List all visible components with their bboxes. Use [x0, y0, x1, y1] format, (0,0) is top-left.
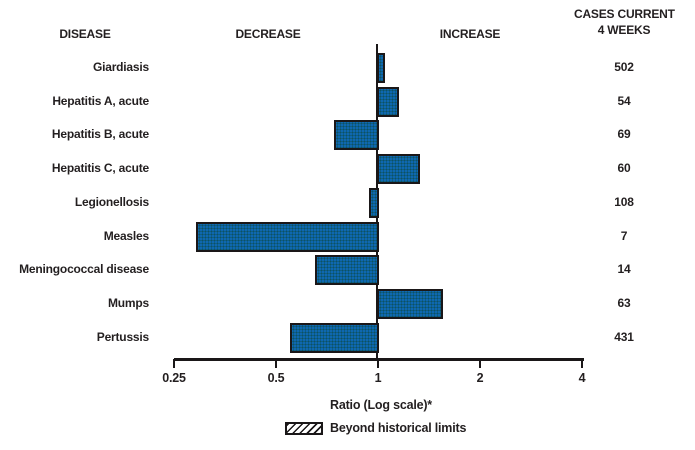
disease-label: Hepatitis B, acute: [51, 127, 149, 142]
cases-value: 63: [617, 295, 631, 310]
x-axis-tick-label: 1: [374, 371, 382, 385]
x-axis-tick-label: 0.5: [267, 371, 285, 385]
cases-value: 108: [614, 194, 634, 209]
x-axis-tick: [581, 359, 583, 368]
cases-value: 14: [617, 262, 631, 277]
ratio-bar: [195, 221, 379, 252]
cases-header-line2: 4 WEEKS: [597, 23, 651, 37]
beyond-historical-limits-hatch-swatch: [285, 421, 323, 435]
cases-value: 431: [614, 329, 634, 344]
cases-value: 69: [617, 127, 631, 142]
x-axis-title: Ratio (Log scale)*: [330, 398, 432, 412]
disease-label: Measles: [103, 228, 150, 243]
ratio-bar: [377, 53, 386, 83]
x-axis-tick: [377, 359, 379, 368]
disease-label: Hepatitis A, acute: [52, 93, 149, 108]
ratio-bar: [314, 255, 379, 286]
disease-label: Mumps: [107, 295, 149, 310]
column-header-disease: DISEASE: [59, 27, 111, 41]
x-axis-tick-label: 4: [578, 371, 586, 385]
ratio-bar: [377, 154, 420, 185]
legend-label: Beyond historical limits: [330, 421, 467, 435]
ratio-bar: [377, 86, 399, 117]
cases-value: 502: [614, 60, 634, 74]
disease-label: Hepatitis C, acute: [51, 161, 149, 176]
x-axis-tick: [479, 359, 481, 368]
ratio-bar: [290, 322, 379, 353]
x-axis-tick-label: 2: [476, 371, 484, 385]
legend: Beyond historical limits: [285, 421, 466, 435]
column-header-increase: INCREASE: [439, 27, 501, 41]
column-header-decrease: DECREASE: [235, 27, 301, 41]
x-axis-tick: [173, 359, 175, 368]
x-axis-line: [174, 358, 584, 361]
x-axis-tick-label: 0.25: [162, 371, 186, 385]
ratio-bar: [377, 288, 443, 319]
disease-label: Legionellosis: [74, 194, 149, 209]
cases-value: 54: [617, 93, 631, 108]
disease-label: Meningococcal disease: [19, 262, 149, 277]
ratio-bar: [333, 120, 379, 151]
column-header-cases-current-4-weeks: CASES CURRENT 4 WEEKS: [574, 6, 675, 38]
disease-label: Pertussis: [96, 329, 149, 344]
x-axis-tick: [275, 359, 277, 368]
cases-value: 60: [617, 161, 631, 176]
ratio-bar: [368, 187, 379, 218]
cases-value: 7: [620, 228, 628, 243]
disease-label: Giardiasis: [92, 60, 149, 74]
cases-header-line1: CASES CURRENT: [574, 7, 675, 21]
